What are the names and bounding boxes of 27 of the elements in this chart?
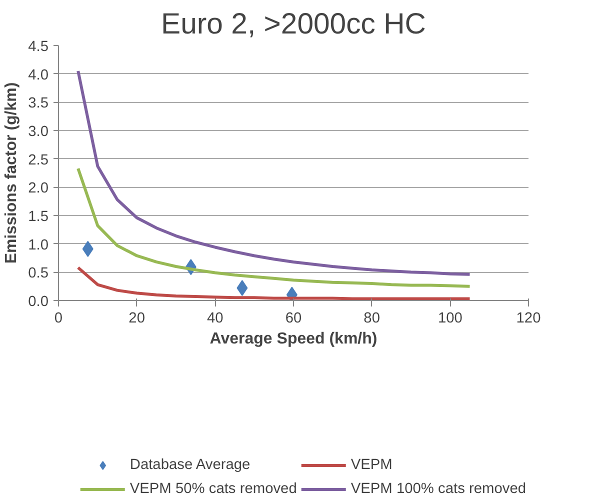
legend-label: VEPM 50% cats removed xyxy=(130,481,297,494)
legend-label: VEPM xyxy=(350,457,394,473)
line-series xyxy=(76,166,472,288)
x-tick-label: 0 xyxy=(54,310,63,326)
y-tick-label: 4.5 xyxy=(28,39,48,55)
legend-label: VEPM 100% cats removed xyxy=(350,481,526,494)
y-tick-label: 3.5 xyxy=(28,96,48,112)
y-axis-title: Emissions factor (g/km) xyxy=(3,82,20,264)
chart-title: Euro 2, >2000cc HC xyxy=(161,8,426,40)
y-tick-label: 3.0 xyxy=(28,124,48,140)
y-tick-label: 4.0 xyxy=(28,67,48,84)
y-tick-label: 2.5 xyxy=(28,152,48,168)
x-tick-label: 120 xyxy=(516,310,541,326)
x-tick-label: 60 xyxy=(285,310,302,326)
y-tick-label: 1.5 xyxy=(28,209,48,225)
x-tick-label: 40 xyxy=(207,310,224,326)
x-tick-label: 20 xyxy=(128,310,145,326)
x-axis-title: Average Speed (km/h) xyxy=(210,330,378,348)
line-series xyxy=(76,266,472,300)
y-tick-label: 0.5 xyxy=(28,266,48,282)
y-tick-label: 2.0 xyxy=(28,180,48,197)
x-tick-label: 100 xyxy=(438,310,462,326)
y-tick-label: 0.0 xyxy=(28,294,48,310)
x-tick-label: 80 xyxy=(364,310,380,326)
y-tick-label: 1.0 xyxy=(28,237,48,254)
line-series xyxy=(76,70,472,276)
legend-label: Database Average xyxy=(130,457,252,473)
